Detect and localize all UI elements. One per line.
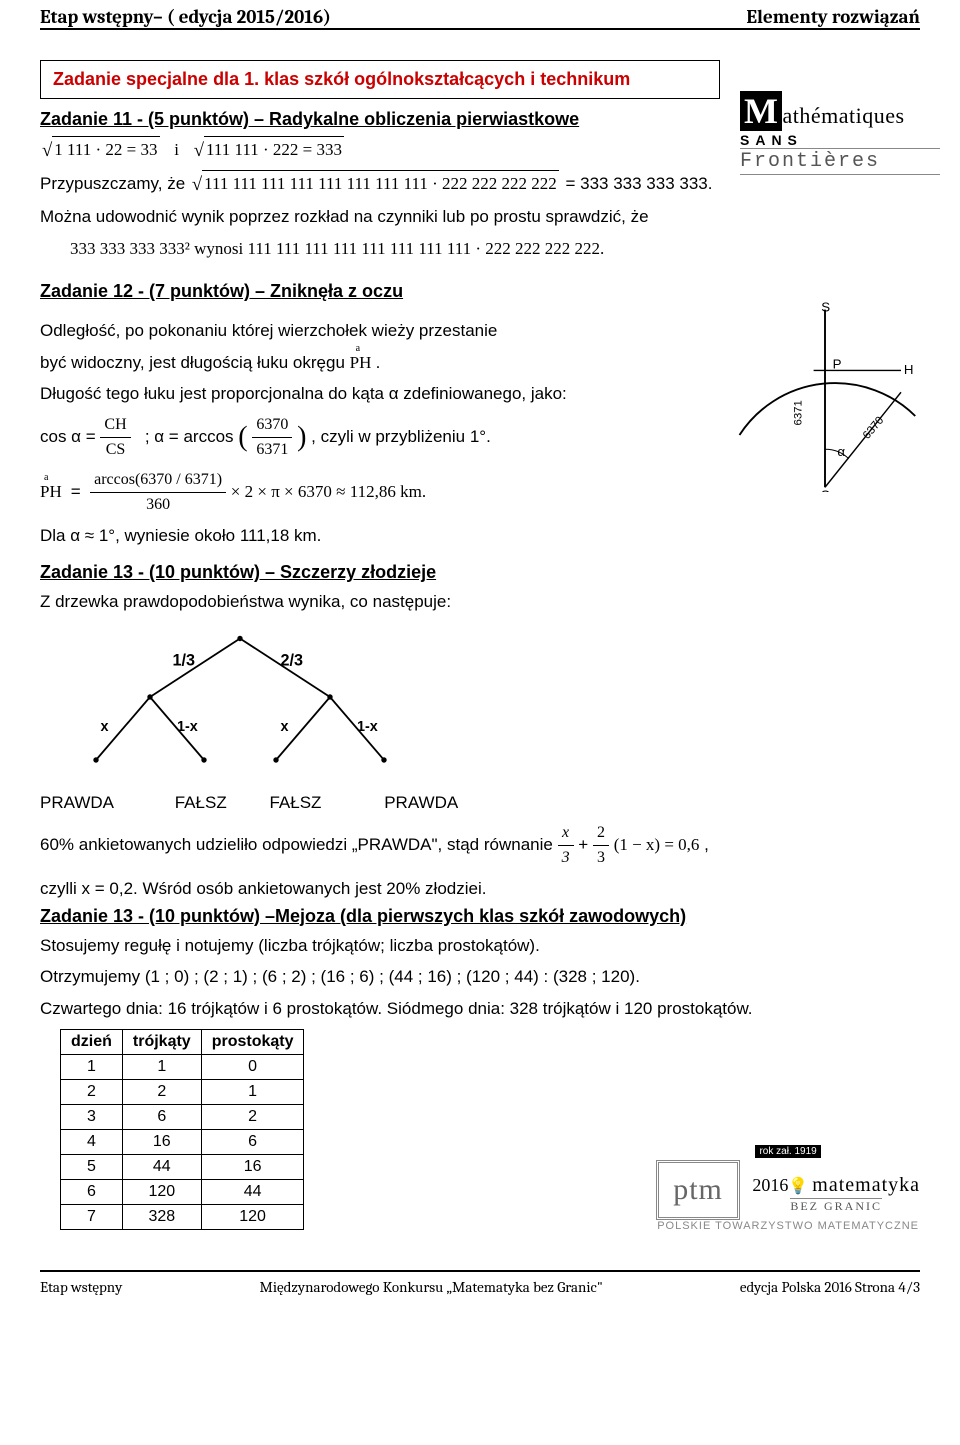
svg-text:1-x: 1-x: [357, 719, 378, 735]
table-row: 54416: [61, 1155, 304, 1180]
table-row: 221: [61, 1080, 304, 1105]
svg-text:C: C: [820, 488, 830, 492]
table-row: 110: [61, 1055, 304, 1080]
task11-sep: i: [174, 140, 179, 159]
table-row: 612044: [61, 1180, 304, 1205]
page-footer: Etap wstępny Międzynarodowego Konkursu „…: [40, 1270, 920, 1302]
footer-mid: Międzynarodowego Konkursu „Matematyka be…: [260, 1278, 603, 1296]
task-special-title: Zadanie specjalne dla 1. klas szkół ogól…: [53, 69, 630, 89]
task-special-box: Zadanie specjalne dla 1. klas szkół ogól…: [40, 60, 720, 99]
svg-text:α: α: [837, 444, 845, 459]
task13a-p1: Z drzewka prawdopodobieństwa wynika, co …: [40, 589, 920, 615]
ptm-logo: rok zał. 1919 ptm 2016💡 matematyka BEZ G…: [656, 1141, 920, 1232]
table-header-row: dzień trójkąty prostokąty: [61, 1030, 304, 1055]
task13a-leaves: PRAWDA FAŁSZ FAŁSZ PRAWDA: [40, 790, 920, 816]
task13b-p1: Stosujemy regułę i notujemy (liczba trój…: [40, 933, 920, 959]
page: Etap wstępny– ( edycja 2015/2016) Elemen…: [0, 0, 960, 1302]
header-left: Etap wstępny– ( edycja 2015/2016): [40, 6, 331, 28]
logo-sans: Frontières: [740, 148, 940, 175]
svg-text:2/3: 2/3: [281, 651, 304, 669]
task13a-p3: czylli x = 0,2. Wśród osób ankietowanych…: [40, 876, 920, 902]
svg-text:6371: 6371: [792, 400, 804, 425]
footer-left: Etap wstępny: [40, 1278, 122, 1296]
task11-line4: 333 333 333 333² wynosi 111 111 111 111 …: [40, 236, 920, 262]
svg-text:1/3: 1/3: [173, 651, 196, 669]
page-header: Etap wstępny– ( edycja 2015/2016) Elemen…: [40, 0, 920, 30]
task13b-p2: Otrzymujemy (1 ; 0) ; (2 ; 1) ; (6 ; 2) …: [40, 964, 920, 990]
svg-text:x: x: [281, 719, 289, 735]
task13b-heading: Zadanie 13 - (10 punktów) –Mejoza (dla p…: [40, 906, 920, 927]
msf-logo: Mathématiques SANS Frontières: [740, 90, 940, 175]
svg-text:6370: 6370: [861, 415, 886, 442]
header-right: Elementy rozwiązań: [746, 6, 920, 28]
table-row: 362: [61, 1105, 304, 1130]
svg-text:S: S: [821, 302, 830, 315]
svg-text:1-x: 1-x: [177, 719, 198, 735]
logo-sans-label: SANS: [740, 132, 940, 148]
task13b-p3: Czwartego dnia: 16 trójkątów i 6 prostok…: [40, 996, 920, 1022]
logo-math: athématiques: [782, 103, 904, 128]
svg-text:x: x: [101, 719, 109, 735]
task13a-heading: Zadanie 13 - (10 punktów) – Szczerzy zło…: [40, 562, 920, 583]
svg-text:P: P: [833, 357, 842, 372]
task11-line3: Można udowodnić wynik poprzez rozkład na…: [40, 204, 920, 230]
task13a-p2: 60% ankietowanych udzieliło odpowiedzi „…: [40, 821, 920, 870]
svg-text:H: H: [904, 362, 914, 377]
arc-diagram: S P H C α 6371 6370: [730, 302, 920, 492]
table-row: 4166: [61, 1130, 304, 1155]
probability-tree: 1/3 2/3 x 1-x x 1-x: [60, 625, 420, 769]
task12-heading: Zadanie 12 - (7 punktów) – Zniknęła z oc…: [40, 281, 920, 302]
task11-line2-pre: Przypuszczamy, że: [40, 174, 185, 193]
task11-sqrt2: 111 111 · 222 = 333: [204, 136, 344, 163]
mbg-logo: 2016💡 matematyka BEZ GRANIC: [752, 1174, 920, 1215]
table-row: 7328120: [61, 1205, 304, 1230]
logo-m: M: [740, 91, 782, 131]
task11-sqrt1: 1 111 · 22 = 33: [52, 136, 159, 163]
task12-last: Dla α ≈ 1°, wyniesie około 111,18 km.: [40, 523, 920, 549]
footer-right: edycja Polska 2016 Strona 4/3: [740, 1278, 920, 1296]
task11-line2-post: = 333 333 333 333.: [565, 174, 712, 193]
task11-bigroot: 111 111 111 111 111 111 111 111 · 222 22…: [202, 170, 559, 197]
mejoza-table: dzień trójkąty prostokąty 110 221 362 41…: [60, 1029, 304, 1230]
